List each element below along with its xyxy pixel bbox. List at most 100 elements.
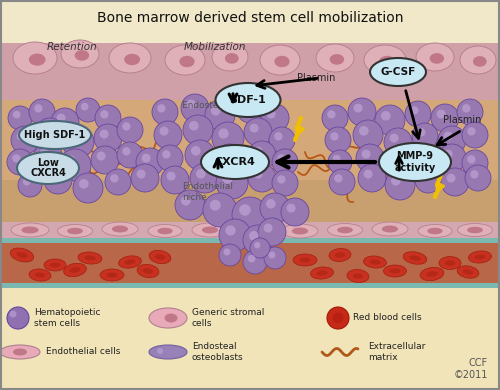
Ellipse shape — [201, 145, 269, 179]
Bar — [1, 283, 499, 288]
Circle shape — [219, 219, 251, 251]
Ellipse shape — [13, 42, 57, 74]
Circle shape — [441, 168, 469, 196]
Ellipse shape — [112, 225, 128, 232]
Circle shape — [358, 164, 386, 192]
Circle shape — [334, 174, 342, 183]
Circle shape — [242, 102, 250, 110]
Ellipse shape — [180, 56, 194, 67]
Ellipse shape — [403, 252, 427, 264]
Circle shape — [264, 223, 272, 232]
Text: activity: activity — [394, 163, 436, 173]
Circle shape — [91, 146, 119, 174]
Circle shape — [272, 149, 298, 175]
Ellipse shape — [44, 259, 66, 271]
Circle shape — [266, 199, 276, 209]
Circle shape — [136, 170, 145, 179]
Circle shape — [224, 248, 230, 255]
Ellipse shape — [67, 228, 83, 234]
Circle shape — [356, 144, 384, 172]
Circle shape — [250, 238, 270, 258]
Circle shape — [34, 104, 42, 113]
Circle shape — [68, 132, 78, 143]
Ellipse shape — [352, 273, 364, 279]
Ellipse shape — [426, 271, 438, 277]
Circle shape — [39, 149, 48, 159]
Circle shape — [264, 247, 286, 269]
Circle shape — [375, 105, 405, 135]
Text: CXCR4: CXCR4 — [214, 157, 256, 167]
Ellipse shape — [316, 44, 354, 72]
Circle shape — [467, 155, 475, 163]
Circle shape — [467, 127, 475, 135]
Bar — [1, 240, 499, 288]
Text: Endosteal niche: Endosteal niche — [182, 101, 254, 110]
Circle shape — [18, 173, 42, 197]
Circle shape — [161, 166, 189, 194]
Ellipse shape — [260, 45, 300, 75]
Circle shape — [131, 164, 159, 192]
Circle shape — [205, 100, 235, 130]
Circle shape — [254, 170, 262, 179]
Text: Mobilization: Mobilization — [184, 42, 246, 52]
Circle shape — [191, 146, 200, 156]
Circle shape — [160, 127, 168, 136]
Circle shape — [354, 104, 362, 113]
Circle shape — [7, 307, 29, 329]
Circle shape — [100, 129, 108, 138]
Ellipse shape — [418, 225, 452, 238]
Circle shape — [359, 126, 368, 136]
Ellipse shape — [149, 308, 187, 328]
Circle shape — [10, 310, 16, 317]
Circle shape — [226, 225, 235, 236]
Circle shape — [66, 155, 76, 166]
Ellipse shape — [370, 58, 426, 86]
Circle shape — [266, 110, 276, 119]
Circle shape — [328, 150, 352, 174]
Circle shape — [457, 99, 483, 125]
Circle shape — [286, 204, 296, 213]
Circle shape — [462, 122, 488, 148]
Circle shape — [110, 174, 118, 183]
Circle shape — [11, 126, 39, 154]
Ellipse shape — [364, 45, 406, 75]
Ellipse shape — [463, 269, 473, 275]
Text: Retention: Retention — [46, 42, 98, 52]
Circle shape — [41, 124, 50, 134]
Text: Extracellular
matrix: Extracellular matrix — [368, 342, 426, 362]
Circle shape — [260, 193, 290, 223]
Circle shape — [243, 225, 273, 255]
Ellipse shape — [247, 226, 263, 232]
Circle shape — [23, 178, 30, 186]
Circle shape — [254, 147, 262, 156]
Circle shape — [157, 104, 166, 113]
Ellipse shape — [61, 40, 99, 68]
Circle shape — [281, 198, 309, 226]
Ellipse shape — [124, 54, 140, 65]
Text: Red blood cells: Red blood cells — [353, 314, 422, 323]
Ellipse shape — [10, 248, 34, 262]
Circle shape — [438, 144, 466, 172]
Ellipse shape — [165, 45, 205, 75]
Ellipse shape — [390, 268, 400, 273]
Ellipse shape — [384, 265, 406, 277]
Circle shape — [136, 148, 164, 176]
Ellipse shape — [410, 255, 420, 261]
Ellipse shape — [474, 254, 486, 260]
Circle shape — [248, 255, 256, 262]
Circle shape — [219, 244, 241, 266]
Circle shape — [189, 121, 198, 131]
Circle shape — [100, 110, 108, 119]
Circle shape — [196, 169, 205, 179]
Circle shape — [142, 154, 150, 163]
Circle shape — [59, 149, 91, 181]
Ellipse shape — [149, 345, 187, 359]
Ellipse shape — [109, 43, 151, 73]
Circle shape — [322, 105, 348, 131]
Circle shape — [94, 124, 122, 152]
Ellipse shape — [155, 254, 165, 260]
Circle shape — [239, 204, 250, 216]
Ellipse shape — [416, 43, 454, 71]
Ellipse shape — [137, 264, 159, 278]
Circle shape — [446, 174, 456, 183]
